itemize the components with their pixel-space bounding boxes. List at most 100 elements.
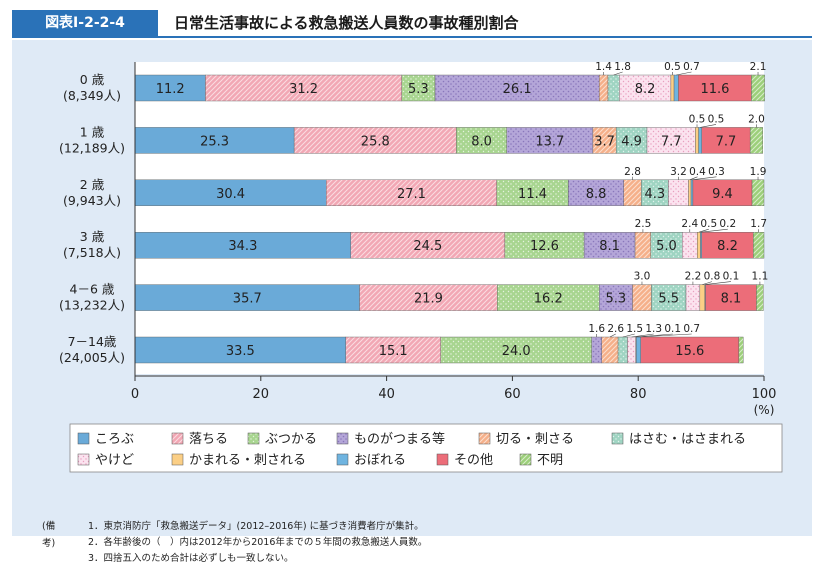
bar-segment bbox=[641, 179, 669, 207]
bar-value-label: 15.1 bbox=[379, 344, 408, 359]
category-count: (8,349人) bbox=[63, 88, 121, 103]
bar-segment bbox=[623, 179, 642, 207]
bar-value-label: 7.7 bbox=[661, 134, 682, 149]
bar-value-label: 5.3 bbox=[408, 82, 429, 97]
bar-value-label: 35.7 bbox=[233, 292, 262, 307]
category-count: (9,943人) bbox=[63, 193, 121, 208]
bar-value-label: 25.3 bbox=[200, 134, 229, 149]
bar-segment bbox=[496, 179, 569, 207]
x-tick-label: 60 bbox=[504, 387, 521, 402]
bar-value-label: 11.2 bbox=[156, 82, 185, 97]
bar-segment bbox=[678, 74, 752, 102]
bar-segment bbox=[634, 231, 651, 259]
bar-segment bbox=[350, 231, 506, 259]
category-count: (24,005人) bbox=[59, 350, 125, 365]
legend-label: 不明 bbox=[537, 453, 563, 468]
category-label: 0 歳 bbox=[80, 72, 105, 87]
bar-segment bbox=[651, 284, 687, 311]
legend-label: ものがつまる等 bbox=[354, 431, 445, 447]
bar-segment bbox=[632, 284, 652, 311]
bar-segment bbox=[749, 127, 763, 154]
bar-value-label: 34.3 bbox=[228, 239, 257, 254]
bar-value-label: 5.0 bbox=[656, 239, 677, 254]
bar-segment bbox=[701, 127, 751, 154]
small-value-label: 2.0 bbox=[748, 113, 765, 125]
bar-segment bbox=[751, 179, 765, 207]
legend-swatch bbox=[77, 432, 90, 445]
note-line-3: 3．四捨五入のため合計は必ずしも一致しない。 bbox=[88, 553, 294, 564]
bar-segment bbox=[698, 127, 702, 154]
bar-segment bbox=[673, 74, 679, 102]
bar-value-label: 5.3 bbox=[606, 292, 627, 307]
bar-segment bbox=[401, 74, 436, 102]
legend-swatch bbox=[336, 432, 349, 445]
small-value-label: 0.1 bbox=[723, 271, 740, 283]
bar-segment bbox=[701, 231, 754, 259]
bar-segment bbox=[756, 284, 764, 311]
small-value-label: 0.7 bbox=[683, 323, 700, 335]
small-value-label: 0.1 bbox=[664, 323, 681, 335]
figure-label: 図表Ⅰ-2-2-4 bbox=[12, 10, 158, 36]
bar-value-label: 13.7 bbox=[535, 134, 564, 149]
bar-segment bbox=[692, 179, 753, 207]
bar-segment bbox=[599, 284, 633, 311]
bar-segment bbox=[697, 231, 701, 259]
bar-value-label: 3.7 bbox=[594, 134, 615, 149]
bar-value-label: 8.8 bbox=[586, 187, 607, 202]
legend-label: ころぶ bbox=[95, 432, 134, 447]
bar-segment bbox=[607, 74, 620, 102]
legend-swatch bbox=[478, 432, 491, 445]
bar-segment bbox=[583, 231, 636, 259]
legend-label: 切る・刺さる bbox=[496, 432, 574, 447]
bar-segment bbox=[690, 179, 694, 207]
bar-segment bbox=[705, 284, 757, 311]
bar-segment bbox=[599, 74, 609, 102]
small-value-label: 0.5 bbox=[700, 218, 717, 230]
small-value-label: 0.3 bbox=[708, 166, 725, 178]
x-tick-label: 20 bbox=[253, 387, 270, 402]
bar-segment bbox=[568, 179, 624, 207]
legend-label: おぼれる bbox=[354, 453, 406, 468]
bar-segment bbox=[668, 179, 689, 207]
bar-segment bbox=[685, 284, 701, 311]
bar-segment bbox=[738, 336, 744, 364]
legend-label: その他 bbox=[454, 453, 493, 468]
stacked-bar-chart: 11.2 31.2 5.3 26.1 8.2 11.61.4 1.8 0.5 0.7 2.125.… bbox=[59, 61, 783, 473]
bar-value-label: 4.3 bbox=[645, 187, 666, 202]
bar-value-label: 24.0 bbox=[502, 344, 531, 359]
bar-value-label: 12.6 bbox=[530, 239, 559, 254]
bar-segment bbox=[636, 336, 641, 364]
bar-segment bbox=[650, 231, 683, 259]
x-tick-label: 0 bbox=[131, 387, 139, 402]
bar-value-label: 30.4 bbox=[216, 187, 245, 202]
category-label: 3 歳 bbox=[80, 229, 105, 244]
category-count: (13,232人) bbox=[59, 298, 125, 313]
category-label: 4－6 歳 bbox=[70, 282, 115, 297]
small-value-label: 2.8 bbox=[624, 166, 641, 178]
notes-head: (備考) bbox=[42, 521, 56, 549]
category-label: 2 歳 bbox=[80, 177, 105, 192]
bar-segment bbox=[326, 179, 497, 207]
x-tick-label: 40 bbox=[378, 387, 395, 402]
bar-segment bbox=[695, 127, 699, 154]
bar-value-label: 8.1 bbox=[599, 239, 620, 254]
legend-swatch bbox=[77, 453, 90, 466]
legend-label: はさむ・はさまれる bbox=[629, 432, 746, 447]
bar-value-label: 31.2 bbox=[289, 82, 318, 97]
legend-swatch bbox=[519, 453, 532, 466]
legend-swatch bbox=[336, 453, 349, 466]
bar-segment bbox=[293, 127, 457, 154]
bar-value-label: 27.1 bbox=[397, 187, 426, 202]
legend-label: やけど bbox=[95, 453, 134, 468]
bar-segment bbox=[134, 284, 360, 311]
bar-segment bbox=[205, 74, 402, 102]
legend-swatch bbox=[171, 453, 184, 466]
bar-segment bbox=[134, 74, 206, 102]
small-value-label: 0.5 bbox=[689, 113, 706, 125]
bar-segment bbox=[615, 127, 648, 154]
bar-value-label: 5.5 bbox=[658, 292, 679, 307]
category-label: 7－14歳 bbox=[68, 334, 117, 349]
bar-segment bbox=[640, 336, 740, 364]
bar-segment bbox=[646, 127, 696, 154]
bar-segment bbox=[504, 231, 585, 259]
